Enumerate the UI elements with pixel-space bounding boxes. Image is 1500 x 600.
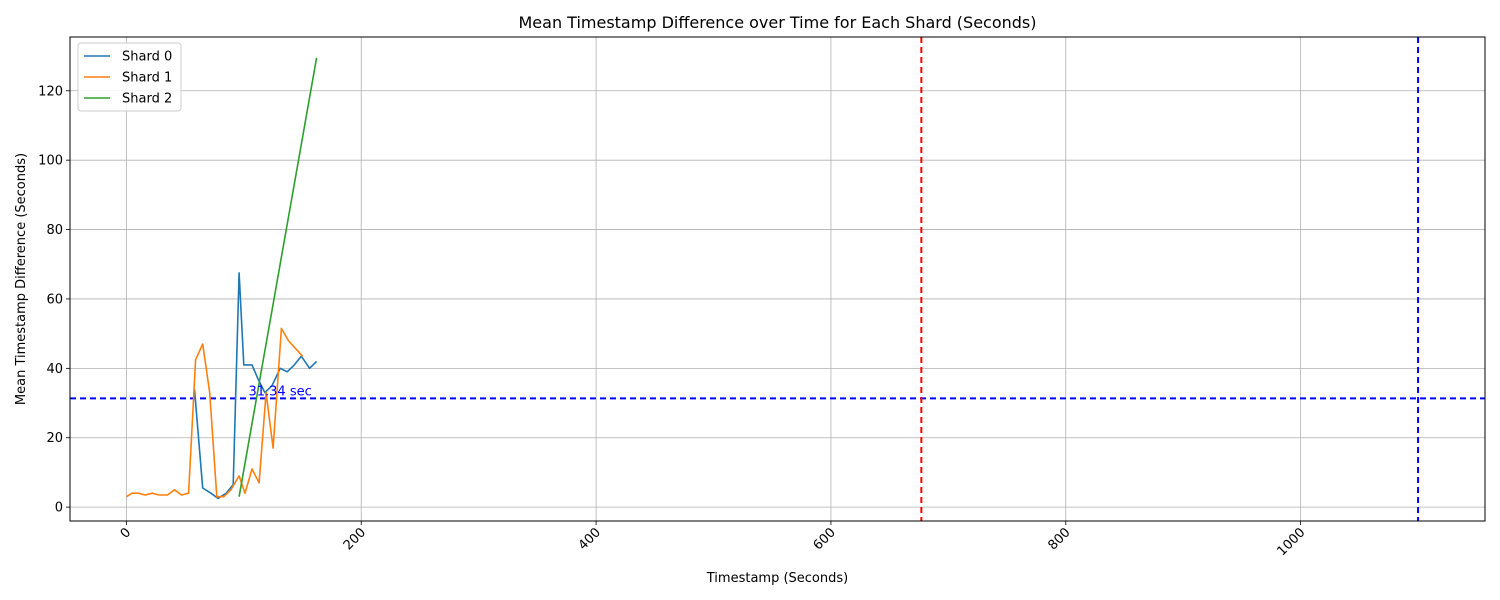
legend-label: Shard 2	[122, 92, 172, 107]
y-tick-label: 80	[46, 223, 63, 238]
annotation-layer: 31.34 sec	[248, 384, 311, 399]
legend-label: Shard 0	[122, 50, 172, 65]
x-tick-label: 800	[1045, 525, 1073, 553]
legend-box	[77, 42, 182, 112]
x-tick-label: 0	[118, 525, 134, 541]
plot-frame	[69, 36, 1486, 522]
legend: Shard 0 Shard 1 Shard 2	[77, 42, 182, 112]
y-tick-label: 60	[46, 292, 63, 307]
series-line-shard-1	[125, 327, 304, 498]
y-tick-label: 20	[46, 431, 63, 446]
grid-layer	[70, 37, 1485, 521]
threshold-annotation: 31.34 sec	[248, 384, 311, 399]
x-tick-label: 600	[811, 525, 839, 553]
y-tick-label: 120	[38, 84, 63, 99]
tick-layer: 0 200 400 600 800 1000 0 20 40 60 80 100 120	[38, 84, 1308, 559]
y-tick-label: 0	[55, 501, 63, 516]
reference-lines	[70, 37, 1485, 521]
series-line-shard-0	[193, 272, 318, 500]
x-tick-label: 200	[341, 525, 369, 553]
series-layer	[125, 57, 318, 500]
chart-title: Mean Timestamp Difference over Time for …	[518, 13, 1036, 32]
y-axis-label: Mean Timestamp Difference (Seconds)	[14, 153, 29, 405]
series-line-shard-2	[238, 57, 318, 497]
x-axis-label: Timestamp (Seconds)	[706, 571, 848, 586]
x-tick-label: 400	[576, 525, 604, 553]
y-tick-label: 100	[38, 154, 63, 169]
x-tick-label: 1000	[1274, 525, 1308, 559]
y-tick-label: 40	[46, 362, 63, 377]
legend-label: Shard 1	[122, 71, 172, 86]
